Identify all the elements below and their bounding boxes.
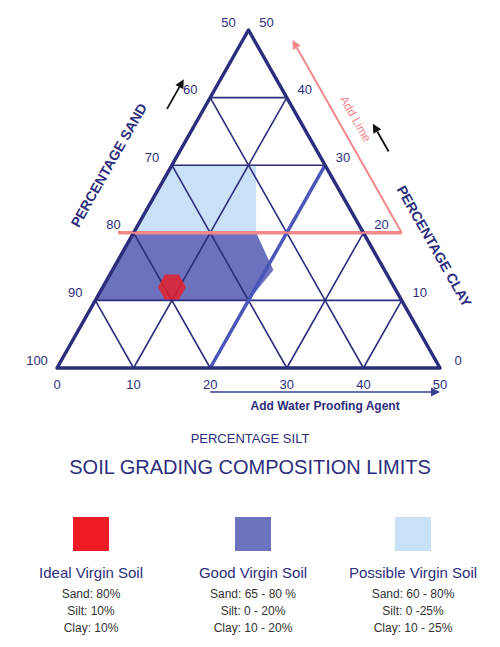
svg-text:60: 60	[183, 82, 197, 97]
svg-text:Silt: 10%: Silt: 10%	[67, 604, 115, 618]
svg-text:50: 50	[259, 15, 273, 30]
svg-text:0: 0	[53, 377, 60, 392]
svg-text:30: 30	[336, 150, 350, 165]
svg-text:Add Water Proofing Agent: Add Water Proofing Agent	[251, 399, 400, 413]
svg-text:10: 10	[126, 377, 140, 392]
svg-text:Good Virgin Soil: Good Virgin Soil	[199, 564, 307, 581]
svg-text:Add Lime: Add Lime	[337, 93, 374, 144]
svg-text:90: 90	[68, 285, 82, 300]
svg-text:80: 80	[106, 217, 120, 232]
svg-text:Clay: 10%: Clay: 10%	[64, 621, 119, 635]
svg-text:Ideal Virgin Soil: Ideal Virgin Soil	[39, 564, 143, 581]
svg-text:40: 40	[298, 82, 312, 97]
svg-text:PERCENTAGE SAND: PERCENTAGE SAND	[67, 100, 150, 229]
svg-text:PERCENTAGE SILT: PERCENTAGE SILT	[191, 431, 310, 446]
svg-text:Possible Virgin Soil: Possible Virgin Soil	[349, 564, 477, 581]
svg-text:40: 40	[356, 377, 370, 392]
svg-text:Silt: 0 -25%: Silt: 0 -25%	[382, 604, 444, 618]
svg-text:100: 100	[26, 353, 48, 368]
svg-text:Sand: 60 - 80%: Sand: 60 - 80%	[372, 587, 455, 601]
svg-text:20: 20	[374, 217, 388, 232]
svg-text:50: 50	[433, 377, 447, 392]
svg-text:Sand: 80%: Sand: 80%	[62, 587, 121, 601]
svg-text:Clay: 10 - 20%: Clay: 10 - 20%	[214, 621, 293, 635]
svg-text:Sand: 65 - 80 %: Sand: 65 - 80 %	[210, 587, 296, 601]
svg-text:PERCENTAGE CLAY: PERCENTAGE CLAY	[394, 183, 476, 310]
svg-text:Silt: 0 - 20%: Silt: 0 - 20%	[221, 604, 286, 618]
svg-text:70: 70	[145, 150, 159, 165]
svg-text:0: 0	[454, 353, 461, 368]
svg-text:30: 30	[280, 377, 294, 392]
svg-text:20: 20	[203, 377, 217, 392]
svg-text:Clay: 10 - 25%: Clay: 10 - 25%	[374, 621, 453, 635]
svg-text:50: 50	[221, 15, 235, 30]
svg-text:SOIL GRADING COMPOSITION LIMIT: SOIL GRADING COMPOSITION LIMITS	[69, 456, 431, 478]
svg-text:10: 10	[412, 285, 426, 300]
